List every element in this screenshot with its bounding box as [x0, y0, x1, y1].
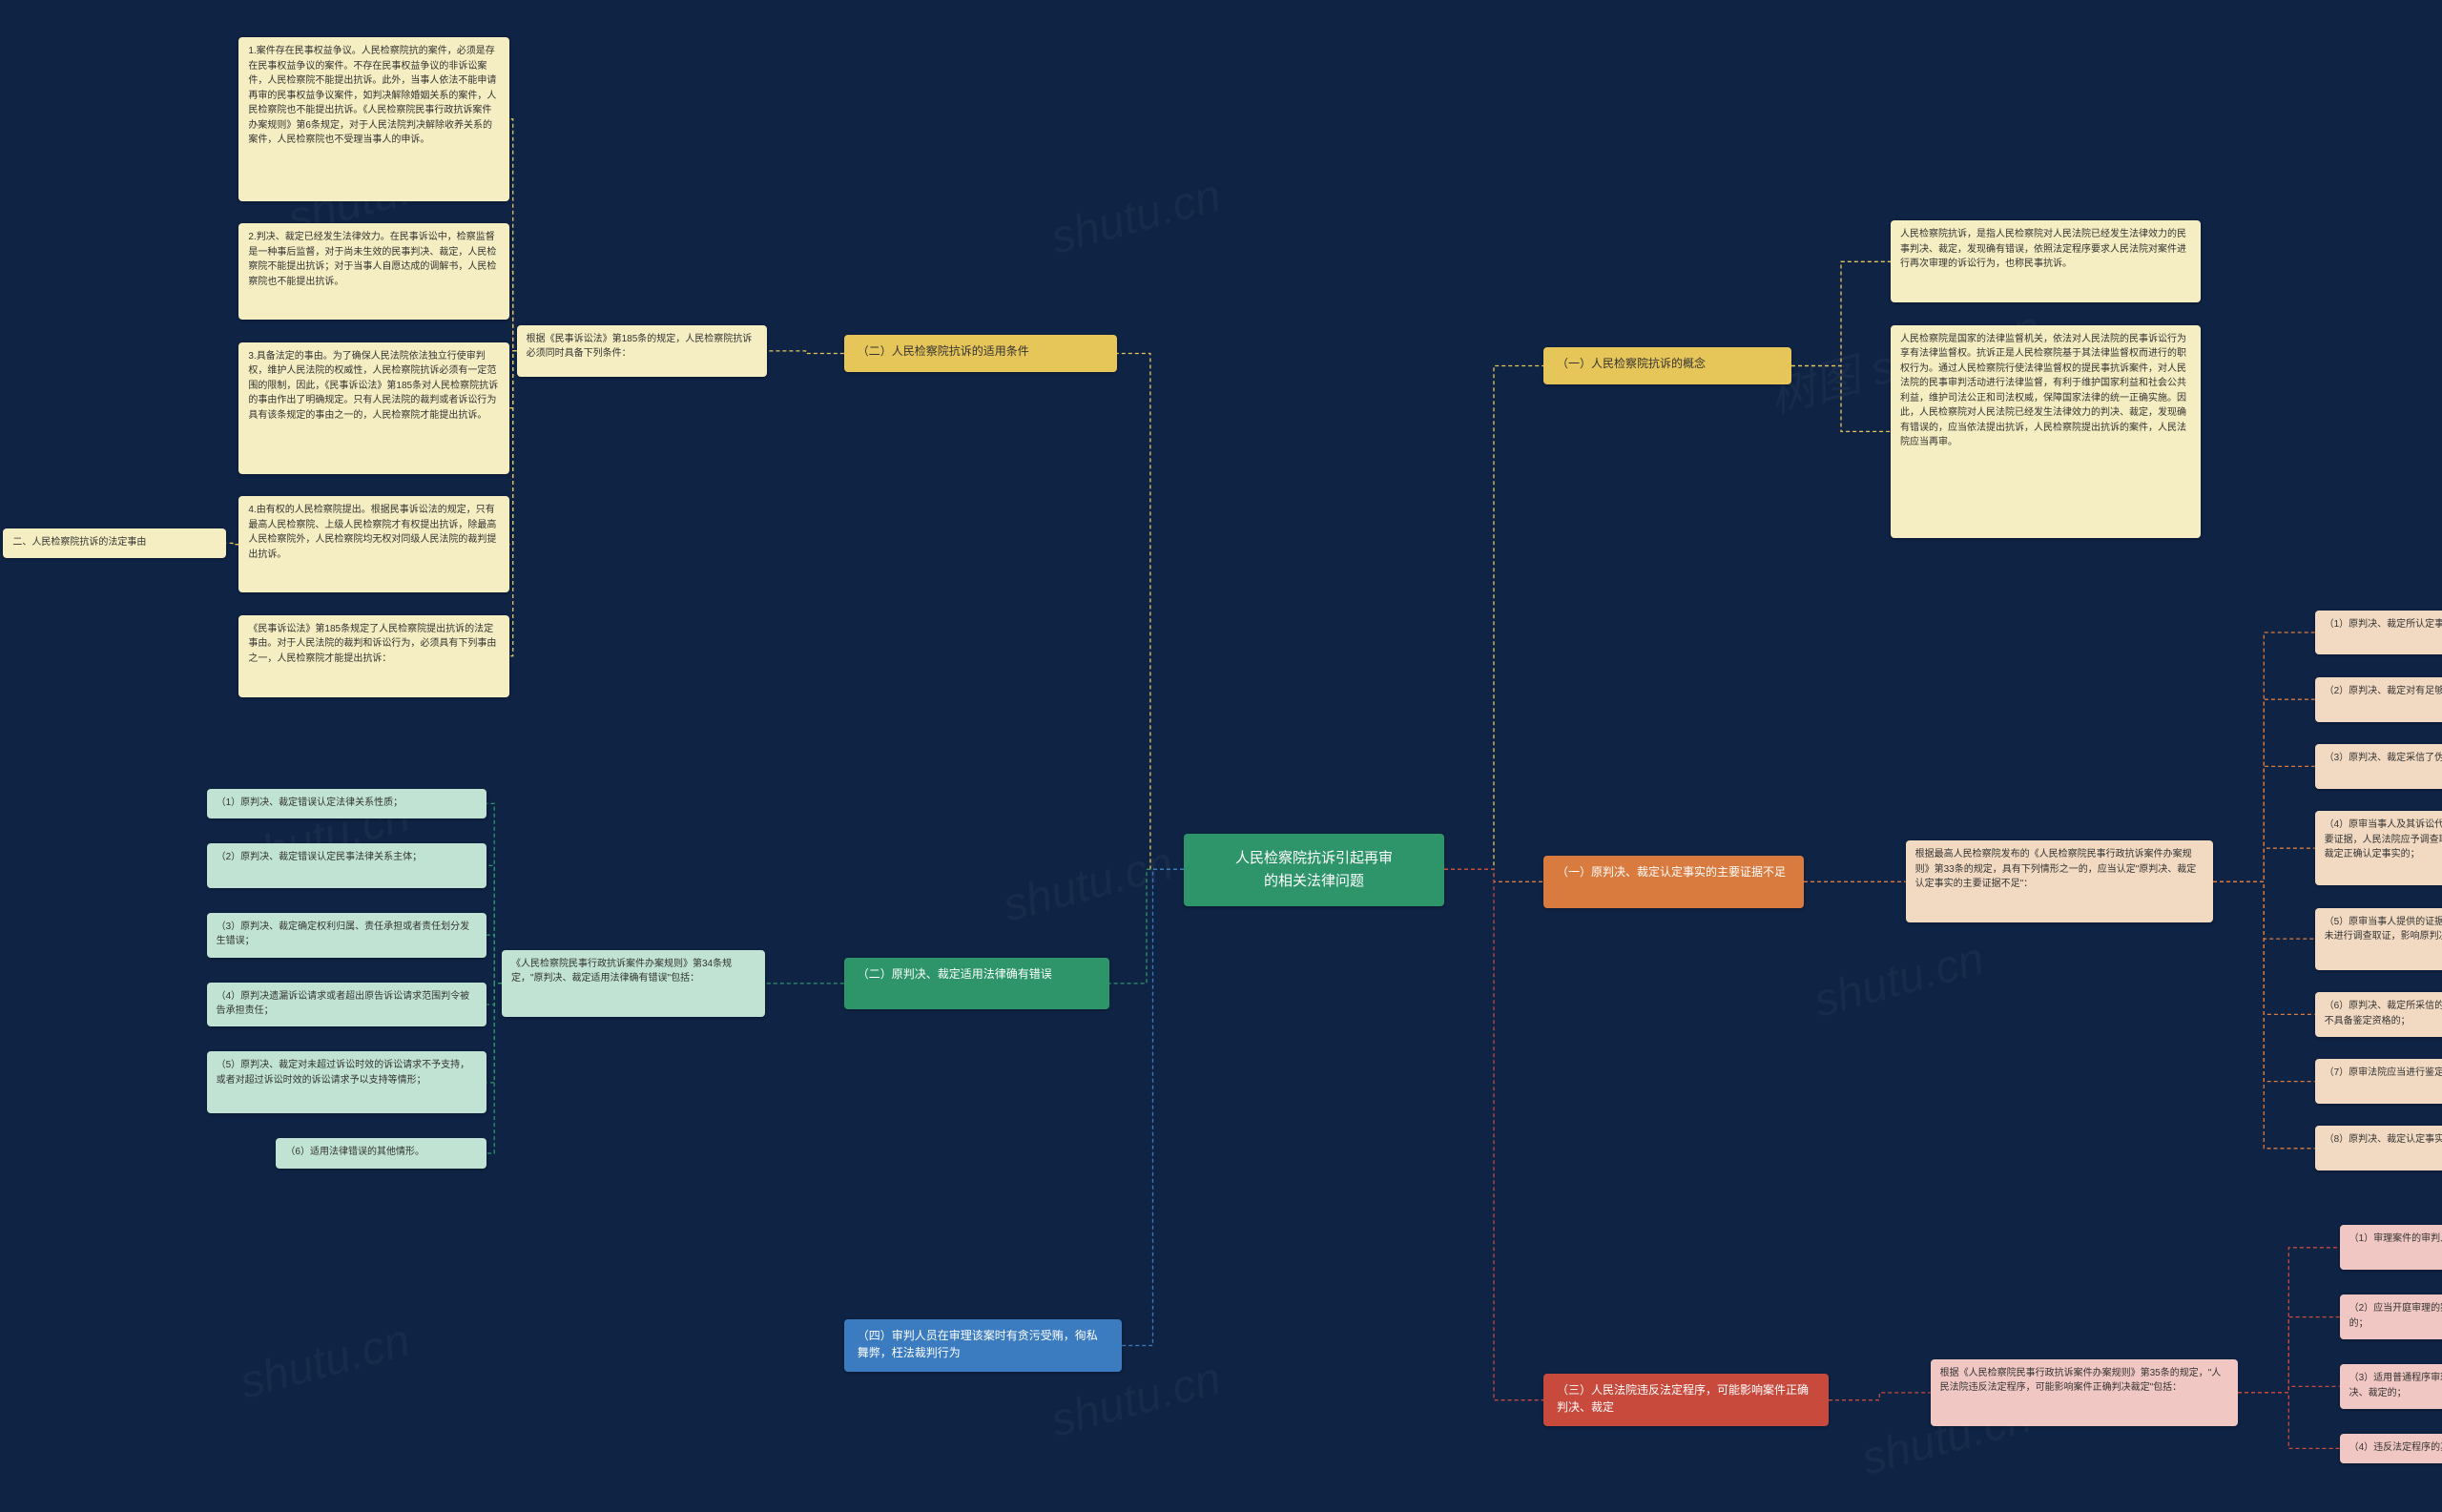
mindmap-node-center: 人民检察院抗诉引起再审 的相关法律问题 — [1184, 834, 1444, 906]
mindmap-node-r1b: 人民检察院是国家的法律监督机关，依法对人民法院的民事诉讼行为享有法律监督权。抗诉… — [1891, 325, 2201, 539]
mindmap-node-l1_2: 2.判决、裁定已经发生法律效力。在民事诉讼中，检察监督是一种事后监督，对于尚未生… — [238, 223, 508, 320]
mindmap-node-l2_1: （1）原判决、裁定错误认定法律关系性质； — [207, 789, 487, 818]
mindmap-node-r2_2: （2）原判决、裁定对有足够证据支持的事实不予认定； — [2315, 677, 2442, 722]
connector-line — [2213, 766, 2315, 881]
connector-line — [2213, 881, 2315, 1149]
connector-line — [509, 351, 517, 545]
mindmap-node-r3_3: （3）适用普通程序审理的案件，当事人未经传票传唤而缺席判决、裁定的； — [2340, 1364, 2442, 1409]
connector-line — [486, 984, 502, 1153]
mindmap-node-r2_7: （7）原审法院应当进行鉴定或者勘验而未鉴定、勘验； — [2315, 1059, 2442, 1104]
mindmap-node-r3_2: （2）应当开庭审理的案件，未经开庭审理即作出判决、裁定的； — [2340, 1295, 2442, 1339]
mindmap-node-l1_mid: 根据《民事诉讼法》第185条的规定，人民检察院抗诉必须同时具备下列条件： — [517, 325, 768, 378]
connector-line — [2238, 1317, 2340, 1393]
mindmap-node-l2_2: （2）原判决、裁定错误认定民事法律关系主体； — [207, 843, 487, 888]
mindmap-node-l2_4: （4）原判决遗漏诉讼请求或者超出原告诉讼请求范围判令被告承担责任； — [207, 983, 487, 1027]
mindmap-node-r2: （一）原判决、裁定认定事实的主要证据不足 — [1543, 856, 1804, 908]
connector-line — [509, 351, 517, 656]
watermark: shutu.cn — [1045, 169, 1227, 264]
connector-line — [2213, 881, 2315, 1081]
connector-line — [2213, 881, 2315, 939]
mindmap-node-l1_far: 二、人民检察院抗诉的法定事由 — [3, 528, 226, 558]
mindmap-node-r1a: 人民检察院抗诉，是指人民检察院对人民法院已经发生法律效力的民事判决、裁定，发现确… — [1891, 220, 2201, 302]
watermark: shutu.cn — [1809, 932, 1990, 1027]
mindmap-node-l1_1: 1.案件存在民事权益争议。人民检察院抗的案件，必须是存在民事权益争议的案件。不存… — [238, 37, 508, 201]
connector-line — [2213, 699, 2315, 881]
connector-line — [1122, 869, 1184, 1345]
mindmap-node-l3: （四）审判人员在审理该案时有贪污受贿，徇私舞弊，枉法裁判行为 — [844, 1319, 1122, 1372]
mindmap-node-r2_4: （4）原审当事人及其诉讼代理人由于客观原因不能自行收集的主要证据，人民法院应予调… — [2315, 811, 2442, 885]
mindmap-node-l2_mid: 《人民检察院民事行政抗诉案件办案规则》第34条规定，"原判决、裁定适用法律确有错… — [502, 950, 765, 1017]
mindmap-node-r2_8: （8）原判决、裁定认定事实的主要证据不足的其他情形。 — [2315, 1126, 2442, 1170]
connector-line — [1109, 869, 1184, 984]
watermark: shutu.cn — [235, 1314, 416, 1409]
connector-line — [486, 803, 502, 984]
mindmap-node-l2_6: （6）适用法律错误的其他情形。 — [276, 1138, 486, 1168]
mindmap-node-r3_1: （1）审理案件的审判人员、书记员依法应当回避而未回避的； — [2340, 1225, 2442, 1270]
connector-line — [1444, 366, 1543, 870]
connector-line — [767, 351, 844, 354]
mindmap-node-r3: （三）人民法院违反法定程序，可能影响案件正确判决、裁定 — [1543, 1374, 1829, 1426]
mindmap-node-l1_5: 《民事诉讼法》第185条规定了人民检察院提出抗诉的法定事由。对于人民法院的裁判和… — [238, 615, 508, 697]
connector-line — [1791, 366, 1891, 432]
mindmap-node-r2_3: （3）原判决、裁定采信了伪证并作为认定事实的主要证据的； — [2315, 744, 2442, 789]
mindmap-node-l2_3: （3）原判决、裁定确定权利归属、责任承担或者责任划分发生错误； — [207, 913, 487, 958]
mindmap-node-r3_mid: 根据《人民检察院民事行政抗诉案件办案规则》第35条的规定，"人民法院违反法定程序… — [1931, 1359, 2238, 1426]
mindmap-node-l2: （二）原判决、裁定适用法律确有错误 — [844, 958, 1109, 1010]
mindmap-node-r2_6: （6）原判决、裁定所采信的鉴定结论的鉴定程序违法或者鉴定人不具备鉴定资格的； — [2315, 992, 2442, 1037]
connector-line — [1444, 869, 1543, 1399]
connector-line — [2213, 848, 2315, 881]
connector-line — [486, 865, 502, 984]
connector-line — [486, 984, 502, 1083]
mindmap-node-r2_1: （1）原判决、裁定所认定事实没有证据或者没有足够证据支持； — [2315, 611, 2442, 655]
connector-line — [1791, 261, 1891, 365]
mindmap-node-r3_4: （4）违反法定程序的其他情形。 — [2340, 1434, 2442, 1463]
mindmap-node-l1: （二）人民检察院抗诉的适用条件 — [844, 335, 1117, 372]
watermark: shutu.cn — [998, 837, 1179, 932]
mindmap-node-l1_4: 4.由有权的人民检察院提出。根据民事诉讼法的规定，只有最高人民检察院、上级人民检… — [238, 496, 508, 592]
connector-line — [226, 543, 238, 544]
mindmap-node-l2_5: （5）原判决、裁定对未超过诉讼时效的诉讼请求不予支持，或者对超过诉讼时效的诉讼请… — [207, 1051, 487, 1113]
connector-line — [2213, 632, 2315, 881]
mindmap-node-r1: （一）人民检察院抗诉的概念 — [1543, 347, 1791, 384]
mindmap-node-r2_5: （5）原审当事人提供的证据互相矛盾，人民法院应予调查取证而未进行调查取证，影响原… — [2315, 908, 2442, 970]
connector-line — [509, 119, 517, 351]
connector-line — [1444, 869, 1543, 881]
connector-line — [509, 351, 517, 408]
mindmap-node-r2_mid: 根据最高人民检察院发布的《人民检察院民事行政抗诉案件办案规则》第33条的规定，具… — [1906, 840, 2213, 922]
connector-line — [2238, 1393, 2340, 1449]
mindmap-node-l1_3: 3.具备法定的事由。为了确保人民法院依法独立行使审判权，维护人民法院的权威性，人… — [238, 342, 508, 474]
connector-line — [2213, 881, 2315, 1014]
connector-line — [2238, 1248, 2340, 1393]
connector-line — [1117, 354, 1184, 870]
connector-line — [1829, 1393, 1931, 1400]
connector-line — [2238, 1386, 2340, 1393]
connector-line — [486, 984, 502, 1005]
connector-line — [486, 935, 502, 984]
connector-line — [509, 272, 517, 351]
